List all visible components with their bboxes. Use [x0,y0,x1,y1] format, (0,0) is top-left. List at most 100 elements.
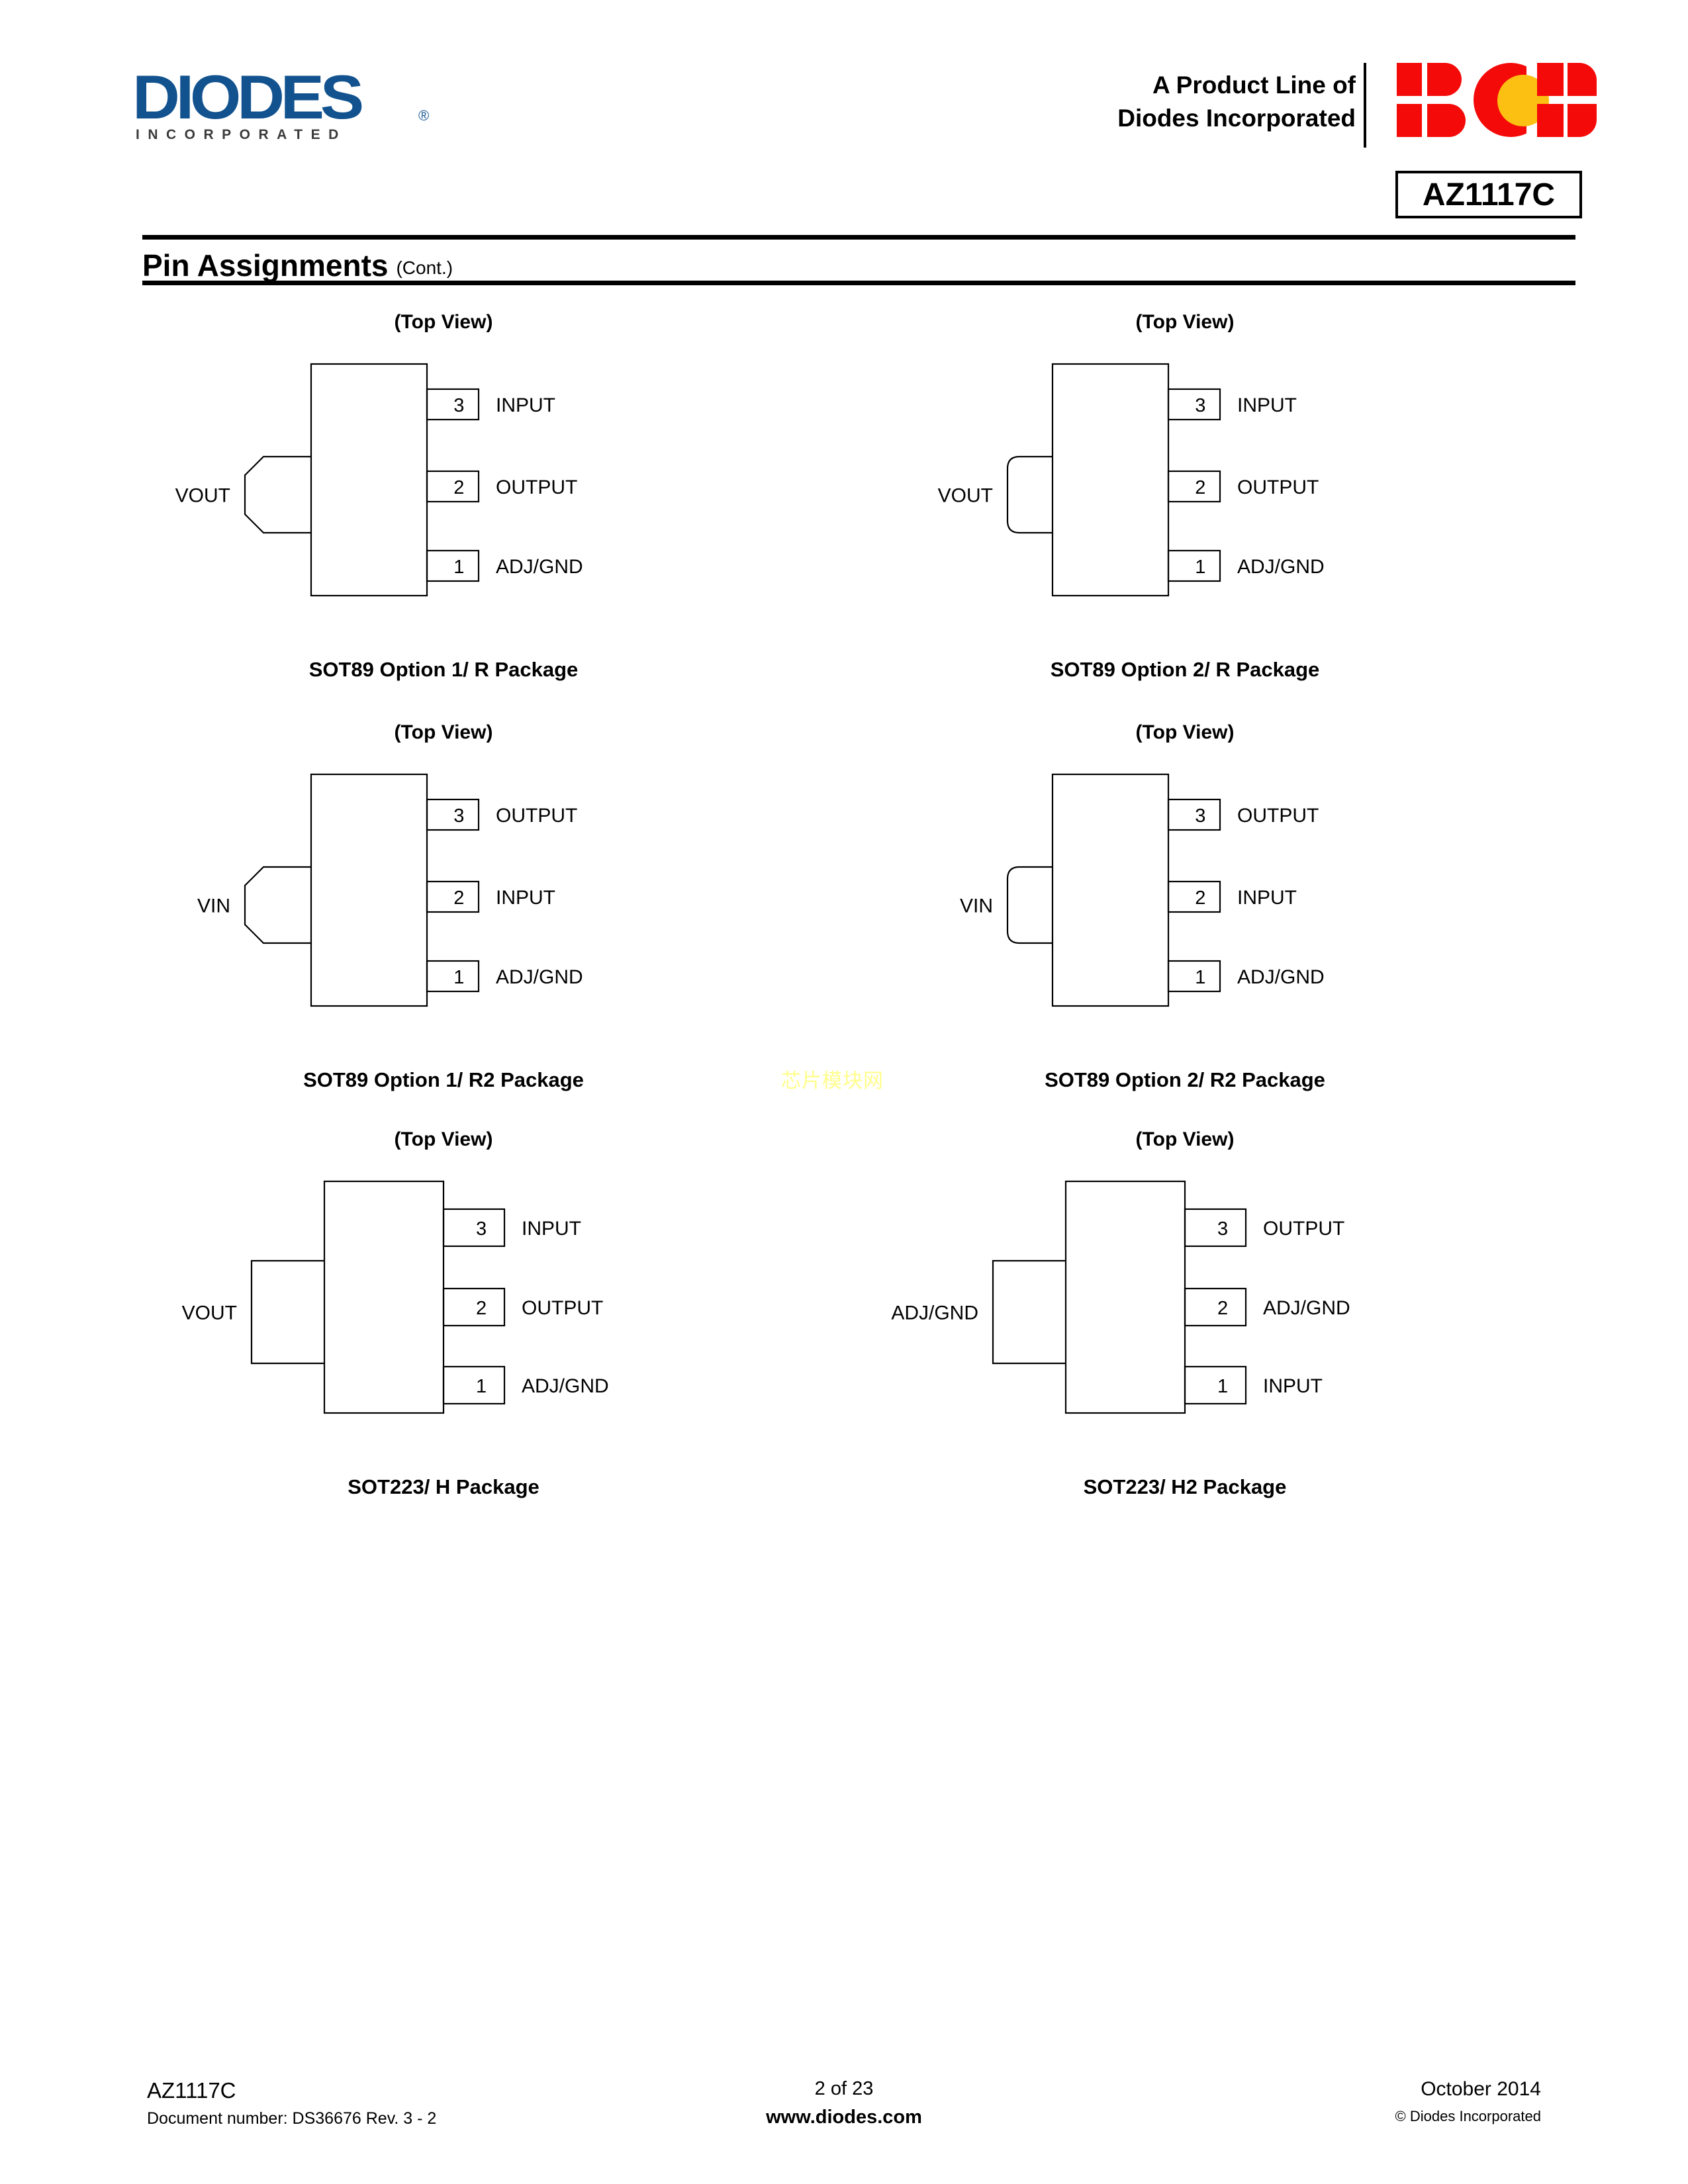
pin-3: 3 OUTPUT [1184,1208,1344,1248]
package-outline-drawing: VOUT 3 INPUT 2 OUTPUT 1 ADJ/GND [182,1180,609,1414]
pin-label: ADJ/GND [1237,966,1325,988]
pin-box [426,388,480,421]
pin-label: INPUT [522,1218,581,1240]
pin-label: ADJ/GND [1237,556,1325,578]
product-line-text: A Product Line of Diodes Incorporated [1117,69,1356,135]
product-line-row-2: Diodes Incorporated [1117,104,1356,132]
pin-3: 3 INPUT [426,388,555,421]
pin-box [426,880,480,913]
footer-page-number: 2 of 23 [814,2078,874,2099]
package-diagram-sot89-option1-r: (Top View) SOT89 Option 1/ R Package VOUT 3… [113,311,774,682]
page-footer: AZ1117C Document number: DS36676 Rev. 3 … [0,2078,1688,2171]
package-outline-drawing: ADJ/GND 3 OUTPUT 2 ADJ/GND 1 INPUT [891,1180,1350,1414]
pin-1: 1 ADJ/GND [442,1365,609,1405]
footer-right: October 2014 © Diodes Incorporated [1395,2078,1541,2125]
pin-number: 2 [453,887,464,909]
pin-2: 2 OUTPUT [442,1287,603,1327]
package-tab [1006,455,1053,534]
part-number-box: AZ1117C [1395,171,1582,218]
pin-1: 1 ADJ/GND [1167,549,1325,582]
bcd-letter-d-part [1537,104,1564,137]
package-caption: SOT89 Option 2/ R Package [1050,658,1320,681]
package-caption: SOT223/ H2 Package [1083,1475,1287,1498]
package-body [1051,363,1170,597]
pin-number: 1 [476,1376,487,1397]
pin-3: 3 INPUT [1167,388,1297,421]
pin-label: OUTPUT [496,477,577,498]
footer-part-number: AZ1117C [147,2078,236,2103]
package-caption: SOT89 Option 2/ R2 Package [1045,1068,1325,1091]
watermark-text: 芯片模块网 [781,1069,884,1093]
top-view-label: (Top View) [1135,311,1235,333]
diodes-subword: INCORPORATED [136,127,347,142]
pin-2: 2 ADJ/GND [1184,1287,1350,1327]
package-tab [992,1259,1066,1365]
tab-pin-label: VOUT [938,485,993,507]
pin-box [442,1287,506,1327]
tab-pin-label: ADJ/GND [891,1302,978,1324]
pin-label: INPUT [1263,1375,1323,1397]
page-title: Pin Assignments [142,248,389,283]
pin-box [1167,960,1221,993]
section-header: Pin Assignments (Cont.) [142,235,1575,285]
pin-3: 3 INPUT [442,1208,581,1248]
pin-number: 3 [453,395,464,416]
top-view-label: (Top View) [394,721,493,743]
pin-1: 1 ADJ/GND [1167,960,1325,993]
pin-box [426,470,480,503]
pin-box [1184,1287,1247,1327]
package-body [310,773,428,1007]
diodes-logo: DIODES ® INCORPORATED [132,62,444,143]
pin-label: INPUT [496,887,555,909]
pin-number: 1 [1195,557,1205,578]
pin-number: 3 [1195,805,1205,827]
pin-1: 1 ADJ/GND [426,960,583,993]
package-diagram-sot89-option1-r2: (Top View) SOT89 Option 1/ R2 Package VIN 3… [113,721,774,1092]
pin-number: 2 [476,1298,487,1319]
pin-number: 3 [453,805,464,827]
pin-2: 2 OUTPUT [1167,470,1319,503]
pin-box [442,1208,506,1248]
package-tab [250,1259,324,1365]
pin-label: OUTPUT [496,805,577,827]
package-outline-drawing: VIN 3 OUTPUT 2 INPUT 1 ADJ/GND [960,773,1325,1007]
package-diagram-sot223-h2: (Top View) SOT223/ H2 Package ADJ/GND 3 OUTP… [854,1128,1516,1499]
package-diagram-sot89-option2-r2: (Top View) SOT89 Option 2/ R2 Package VIN 3… [854,721,1516,1092]
pin-box [1167,798,1221,831]
pin-number: 3 [476,1218,487,1240]
pin-number: 2 [1195,477,1205,498]
pin-number: 1 [453,967,464,988]
package-tab [244,866,311,944]
tab-pin-label: VOUT [182,1302,237,1324]
pin-box [442,1365,506,1405]
package-tab [1006,866,1053,944]
pin-label: ADJ/GND [496,556,583,578]
top-view-label: (Top View) [394,311,493,333]
package-body [323,1180,445,1414]
footer-document-number: Document number: DS36676 Rev. 3 - 2 [147,2109,437,2128]
package-body [1064,1180,1186,1414]
pin-label: ADJ/GND [1263,1297,1350,1319]
package-caption: SOT223/ H Package [348,1475,539,1498]
top-view-label: (Top View) [1135,1128,1235,1150]
product-line-row-1: A Product Line of [1152,71,1356,99]
bcd-letter-d-part [1537,63,1564,96]
package-diagram-sot89-option2-r: (Top View) SOT89 Option 2/ R Package VOUT 3… [854,311,1516,682]
pin-number: 1 [453,557,464,578]
tab-pin-label: VIN [197,895,230,917]
pin-label: OUTPUT [1237,477,1319,498]
pin-number: 3 [1217,1218,1228,1240]
section-rule-bottom [142,281,1575,285]
footer-website-link[interactable]: www.diodes.com [766,2107,922,2128]
diodes-wordmark: DIODES [132,62,364,132]
package-body [310,363,428,597]
bcd-letter-d-part [1568,63,1597,96]
pin-box [1184,1208,1247,1248]
top-view-label: (Top View) [1135,721,1235,743]
package-body [1051,773,1170,1007]
pin-number: 2 [1217,1298,1228,1319]
pin-number: 1 [1195,967,1205,988]
pin-box [1167,470,1221,503]
page-header: DIODES ® INCORPORATED A Product Line of … [0,0,1688,218]
registered-trademark-icon: ® [418,107,430,124]
